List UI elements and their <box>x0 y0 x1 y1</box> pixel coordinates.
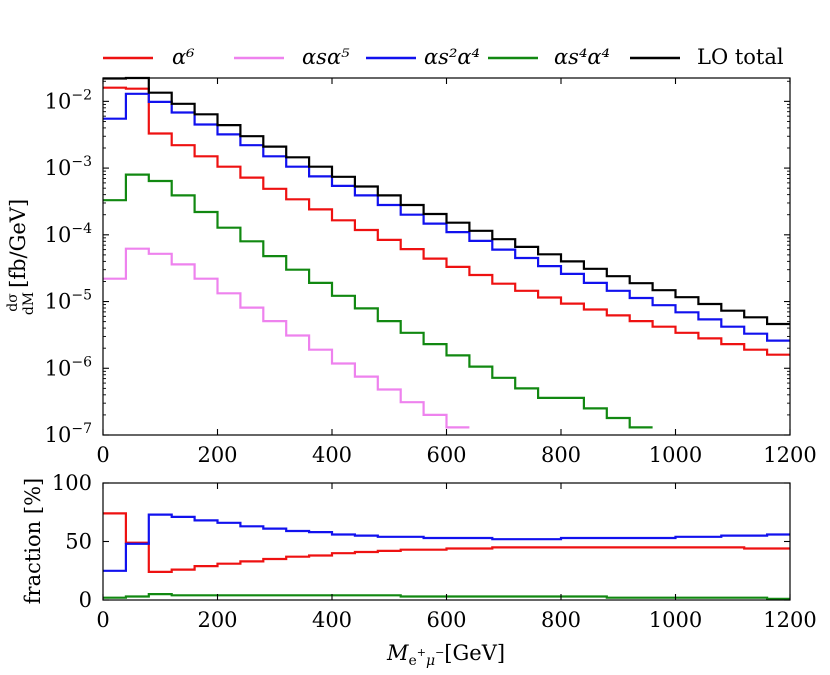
x-axis-label-unit: [GeV] <box>444 641 505 665</box>
x-tick-label: 400 <box>312 443 352 467</box>
y-tick-label: 10−6 <box>45 354 92 380</box>
x-axis-label: Me+μ−[GeV] <box>386 641 505 669</box>
x-axis-label-sub-mu: μ <box>426 653 435 669</box>
x-tick-label: 400 <box>312 608 352 632</box>
x-tick-label: 600 <box>426 443 466 467</box>
y-tick-label: 10−3 <box>45 154 92 180</box>
y-tick-label: 100 <box>52 471 92 495</box>
top-y-label-numerator: dσ <box>5 293 21 312</box>
x-tick-label: 1000 <box>649 608 702 632</box>
legend: α⁶ αsα⁵ αs²α⁴ αs⁴α⁴ LO total <box>103 45 784 69</box>
y-tick-label: 50 <box>65 530 92 554</box>
legend-label-lo-total: LO total <box>697 45 784 69</box>
legend-label-alphas2-alpha4: αs²α⁴ <box>424 45 480 69</box>
series-line-lo_total <box>103 76 790 326</box>
legend-label-alphas-alpha5: αsα⁵ <box>302 45 350 69</box>
y-tick-label: 10−4 <box>45 221 92 247</box>
bottom-panel-ticks: 0 200 400 600 800 1000 1200 0 50 100 <box>52 471 817 632</box>
x-tick-label: 200 <box>197 608 237 632</box>
x-tick-label: 800 <box>541 608 581 632</box>
x-axis-label-sup-plus: + <box>417 646 426 659</box>
x-tick-label: 1200 <box>763 443 816 467</box>
top-y-label-unit: [fb/GeV] <box>6 199 30 288</box>
fraction-line-alphas2_alpha4_fraction <box>103 513 790 572</box>
x-axis-label-symbol: M <box>386 641 409 665</box>
top-panel-ticks: 0 200 400 600 800 1000 1200 10−2 10−3 10−4 10−5 10−… <box>45 78 817 467</box>
x-tick-label: 200 <box>197 443 237 467</box>
y-tick-label: 10−5 <box>45 288 92 314</box>
x-axis-label-sup-minus: − <box>435 646 444 659</box>
bottom-panel-series <box>103 512 790 600</box>
legend-label-alpha6: α⁶ <box>172 45 195 69</box>
fraction-line-alpha6_fraction <box>103 512 790 573</box>
top-panel-frame <box>102 77 791 436</box>
top-y-label-denominator: dM <box>21 292 37 315</box>
y-tick-label: 10−2 <box>45 87 92 113</box>
bottom-panel-frame <box>102 482 791 601</box>
top-panel-series <box>103 76 790 429</box>
series-line-alphas4_alpha4 <box>103 173 653 429</box>
y-tick-label: 0 <box>79 588 92 612</box>
series-line-alphas_alpha5 <box>103 247 470 429</box>
series-line-alphas2_alpha4 <box>103 92 790 342</box>
x-tick-label: 0 <box>96 443 109 467</box>
x-tick-label: 600 <box>426 608 466 632</box>
x-tick-label: 1000 <box>649 443 702 467</box>
top-y-label: dσdM [fb/GeV] <box>5 199 37 315</box>
x-tick-label: 800 <box>541 443 581 467</box>
bottom-y-label: fraction [%] <box>21 478 45 604</box>
y-tick-label: 10−7 <box>45 421 92 447</box>
x-tick-label: 0 <box>96 608 109 632</box>
series-line-alpha6 <box>103 86 790 356</box>
x-axis-label-sub-e: e <box>408 653 416 669</box>
legend-label-alphas4-alpha4: αs⁴α⁴ <box>554 45 610 69</box>
x-tick-label: 1200 <box>763 608 816 632</box>
